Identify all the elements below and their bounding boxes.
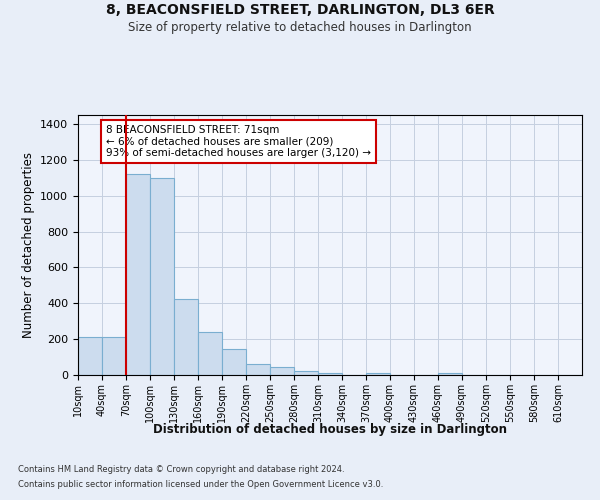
Bar xyxy=(438,373,462,375)
Text: Size of property relative to detached houses in Darlington: Size of property relative to detached ho… xyxy=(128,21,472,34)
Bar xyxy=(102,338,126,375)
Text: 8 BEACONSFIELD STREET: 71sqm
← 6% of detached houses are smaller (209)
93% of se: 8 BEACONSFIELD STREET: 71sqm ← 6% of det… xyxy=(106,125,371,158)
Text: Distribution of detached houses by size in Darlington: Distribution of detached houses by size … xyxy=(153,422,507,436)
Bar xyxy=(246,364,270,375)
Bar xyxy=(222,349,246,375)
Bar xyxy=(150,178,174,375)
Bar xyxy=(78,338,102,375)
Bar xyxy=(198,332,222,375)
Bar xyxy=(174,299,198,375)
Text: Contains HM Land Registry data © Crown copyright and database right 2024.: Contains HM Land Registry data © Crown c… xyxy=(18,465,344,474)
Text: 8, BEACONSFIELD STREET, DARLINGTON, DL3 6ER: 8, BEACONSFIELD STREET, DARLINGTON, DL3 … xyxy=(106,2,494,16)
Bar xyxy=(126,174,150,375)
Bar xyxy=(318,373,342,375)
Bar xyxy=(366,373,390,375)
Text: Contains public sector information licensed under the Open Government Licence v3: Contains public sector information licen… xyxy=(18,480,383,489)
Y-axis label: Number of detached properties: Number of detached properties xyxy=(22,152,35,338)
Bar xyxy=(294,372,318,375)
Bar xyxy=(270,367,294,375)
